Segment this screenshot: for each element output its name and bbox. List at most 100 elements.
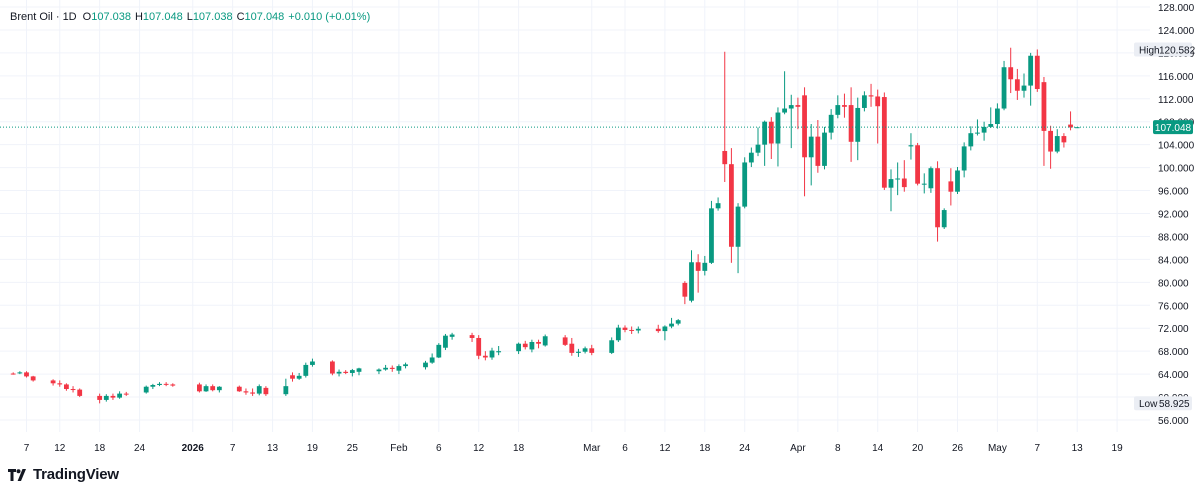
candle-body (203, 386, 209, 392)
candle-body (768, 121, 774, 144)
y-tick-label: 96.000 (1158, 187, 1189, 198)
candle-body (822, 132, 827, 166)
candle-body (702, 262, 708, 271)
x-tick-label: 7 (1035, 443, 1041, 454)
candle-body (290, 375, 295, 379)
candle-body (117, 393, 122, 398)
candle-body (263, 387, 269, 395)
candle-body (103, 395, 109, 400)
candle-body (336, 371, 342, 374)
candle-body (30, 376, 36, 381)
x-tick-label: 13 (267, 443, 279, 454)
candle-body (516, 343, 521, 352)
candle-body (582, 348, 588, 352)
candle-body (449, 334, 455, 337)
open-value: 107.038 (91, 11, 131, 23)
candle-body (77, 389, 83, 396)
candle-body (875, 96, 881, 107)
low-label: L (186, 11, 193, 23)
candle-body (1028, 55, 1034, 86)
candle-body (423, 362, 428, 368)
y-tick-label: 80.000 (1158, 278, 1189, 289)
candle-body (256, 386, 262, 394)
candle-body (1008, 67, 1014, 80)
candle-body (123, 393, 129, 395)
y-tick-label: 56.000 (1158, 416, 1189, 427)
candle-body (250, 392, 255, 394)
high-marker-value: 120.582 (1159, 46, 1196, 57)
candle-body (536, 341, 541, 344)
candle-body (742, 162, 748, 207)
x-tick-label: 6 (436, 443, 442, 454)
candle-body (489, 350, 495, 358)
candle-body (622, 327, 628, 330)
y-tick-label: 68.000 (1158, 347, 1189, 358)
candle-body (443, 335, 448, 348)
candle-body (110, 395, 116, 398)
y-tick-label: 76.000 (1158, 301, 1189, 312)
x-tick-label: 18 (513, 443, 525, 454)
candle-body (562, 337, 568, 345)
x-tick-label: 18 (94, 443, 106, 454)
candle-body (609, 340, 615, 353)
candle-body (955, 170, 960, 192)
candle-body (496, 351, 502, 353)
x-tick-label: 6 (622, 443, 628, 454)
symbol-legend[interactable]: Brent Oil · 1D O107.038 H107.048 L107.038 C1… (10, 11, 370, 23)
price-axis[interactable]: 56.00060.00064.00068.00072.00076.00080.0… (1158, 3, 1195, 427)
candle-body (709, 208, 714, 263)
candle-body (888, 179, 894, 188)
candle-body (808, 136, 814, 158)
candle-body (901, 178, 907, 188)
time-axis[interactable]: 7 12 18 24 2026 7 13 19 25 Feb 6 12 18 Mar 6 12 18 24 Apr 8… (24, 443, 1123, 454)
x-tick-label: 2026 (182, 443, 205, 454)
x-tick-label: 12 (54, 443, 66, 454)
close-label: C (236, 11, 245, 23)
candle-body (330, 361, 335, 374)
candle-body (895, 178, 901, 180)
candle-body (243, 391, 249, 393)
candle-body (522, 343, 528, 348)
y-tick-label: 64.000 (1158, 370, 1189, 381)
candle-body (283, 386, 289, 395)
candle-body (635, 328, 641, 331)
x-tick-label: 19 (1112, 443, 1124, 454)
candle-body (236, 386, 242, 392)
price-markers: 107.048 High 120.582 Low 58.925 (1134, 42, 1196, 411)
candle-body (975, 132, 980, 134)
candle-body (981, 126, 987, 133)
change-value: +0.010 (+0.01%) (288, 11, 371, 23)
candle-body (576, 351, 581, 353)
x-tick-label: Mar (583, 443, 601, 454)
candle-body (436, 344, 442, 358)
candle-body (143, 386, 149, 393)
candles (10, 47, 1080, 404)
x-tick-label: 12 (473, 443, 485, 454)
y-tick-label: 72.000 (1158, 324, 1189, 335)
candle-body (795, 105, 801, 107)
candle-body (908, 145, 914, 147)
y-tick-label: 100.000 (1158, 164, 1195, 175)
y-tick-label: 116.000 (1158, 72, 1194, 83)
high-value: 107.048 (142, 11, 183, 23)
symbol-name[interactable]: Brent Oil · 1D (10, 11, 77, 23)
candle-body (150, 385, 156, 387)
candle-body (50, 380, 56, 384)
candle-body (24, 372, 29, 377)
x-tick-label: 19 (307, 443, 319, 454)
candle-body (881, 97, 887, 188)
tradingview-logo[interactable]: TradingView (8, 466, 119, 483)
low-marker-label: Low (1139, 399, 1158, 410)
candle-body (968, 133, 974, 147)
candle-body (988, 124, 994, 127)
candle-body (862, 95, 867, 108)
high-marker-label: High (1139, 46, 1160, 57)
low-value: 107.038 (192, 11, 233, 23)
candle-body (1001, 67, 1007, 109)
x-tick-label: 7 (230, 443, 236, 454)
candle-body (762, 121, 768, 145)
y-tick-label: 124.000 (1158, 26, 1195, 37)
last-price-tag (1153, 120, 1193, 135)
y-tick-label: 112.000 (1158, 95, 1194, 106)
